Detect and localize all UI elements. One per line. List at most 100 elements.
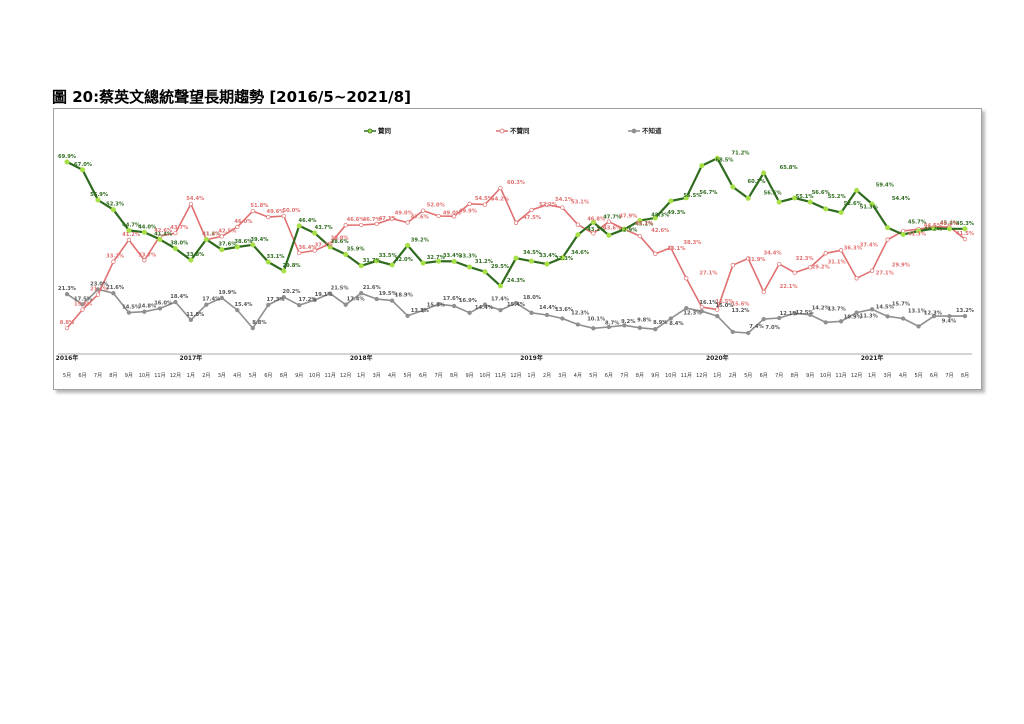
data-label-approve: 55.1% <box>796 194 815 200</box>
data-label-unknown: 21.6% <box>363 285 382 291</box>
x-tick-label: 8月 <box>791 373 799 379</box>
data-label-disapprove: 33.7% <box>138 252 157 258</box>
data-label-approve: 39.2% <box>411 237 430 243</box>
point-unknown <box>854 310 859 315</box>
data-label-unknown: 8.7% <box>605 320 620 326</box>
data-label-approve: 43.1% <box>587 227 606 233</box>
data-label-approve: 52.3% <box>106 202 125 208</box>
point-approve <box>296 223 302 229</box>
point-approve <box>838 209 844 216</box>
year-label: 2018年 <box>350 354 373 362</box>
point-disapprove <box>575 222 581 227</box>
point-unknown <box>204 302 209 307</box>
point-approve <box>683 195 689 201</box>
point-unknown <box>792 311 797 316</box>
data-label-approve: 68.5% <box>716 158 735 164</box>
data-label-disapprove: 37.4% <box>860 242 879 248</box>
data-label-unknown: 17.3% <box>267 297 286 303</box>
data-label-unknown: 12.3% <box>683 311 702 317</box>
point-unknown <box>219 295 224 301</box>
point-unknown <box>482 302 488 307</box>
point-disapprove <box>80 307 85 312</box>
x-tick-label: 10月 <box>309 373 320 379</box>
data-label-approve: 41.4% <box>202 231 221 237</box>
data-label-unknown: 8.9% <box>653 320 668 326</box>
data-label-disapprove: 43.6% <box>603 225 622 231</box>
data-label-unknown: 9.8% <box>637 317 652 323</box>
data-label-disapprove: 27.1% <box>876 270 895 276</box>
data-label-approve: 33.8% <box>186 252 205 258</box>
data-label-approve: 32.7% <box>427 255 446 261</box>
data-label-disapprove: 49.9% <box>459 208 478 214</box>
data-label-disapprove: 49.6% <box>267 209 286 215</box>
data-label-unknown: 17.4% <box>347 297 366 303</box>
point-disapprove <box>606 219 612 224</box>
point-disapprove <box>111 259 116 264</box>
data-label-disapprove: 29.9% <box>892 263 911 269</box>
data-label-approve: 33.4% <box>443 253 462 259</box>
point-disapprove <box>235 224 240 230</box>
point-disapprove <box>808 265 813 270</box>
point-unknown <box>653 327 658 332</box>
x-tick-label: 11月 <box>495 373 506 379</box>
point-unknown <box>451 303 457 309</box>
legend-label-unknown: 不知道 <box>642 126 662 135</box>
x-tick-label: 6月 <box>605 373 613 379</box>
data-label-approve: 33.3% <box>459 253 478 259</box>
data-label-approve: 31.2% <box>475 259 494 265</box>
data-label-approve: 38.6% <box>331 239 350 245</box>
x-tick-label: 9月 <box>466 373 474 379</box>
point-disapprove <box>482 202 488 207</box>
x-tick-label: 11月 <box>681 373 692 379</box>
data-label-disapprove: 52.2% <box>539 202 558 208</box>
point-approve <box>219 247 225 253</box>
x-tick-label: 4月 <box>388 373 396 379</box>
point-unknown <box>916 324 921 329</box>
point-unknown <box>80 302 85 307</box>
point-unknown <box>374 296 379 302</box>
x-tick-label: 7月 <box>775 373 783 379</box>
point-unknown <box>746 330 751 336</box>
data-label-approve: 43.7% <box>315 225 334 231</box>
data-label-approve: 44.0% <box>138 224 157 230</box>
data-label-unknown: 14.2% <box>812 305 831 311</box>
point-approve <box>265 259 271 265</box>
data-label-disapprove: 47.5% <box>523 215 542 221</box>
data-label-disapprove: 41.3% <box>202 232 221 238</box>
data-label-approve: 45.3% <box>956 221 975 227</box>
data-label-disapprove: 45.2% <box>940 221 959 227</box>
point-approve <box>544 261 550 267</box>
point-unknown <box>173 299 178 305</box>
data-label-approve: 59.4% <box>876 182 895 188</box>
x-tick-label: 10月 <box>820 373 831 379</box>
point-approve <box>327 244 333 250</box>
data-label-unknown: 17.2% <box>299 297 318 303</box>
point-approve <box>714 155 720 161</box>
point-unknown <box>777 315 782 321</box>
point-disapprove <box>467 201 472 206</box>
point-approve <box>497 283 504 289</box>
data-label-unknown: 10.1% <box>587 317 606 323</box>
data-label-unknown: 21.5% <box>331 286 350 292</box>
point-disapprove <box>684 276 689 281</box>
data-label-unknown: 12.3% <box>571 311 590 317</box>
point-approve <box>234 244 240 250</box>
x-tick-label: 12月 <box>851 373 862 379</box>
data-label-unknown: 11.3% <box>860 313 879 319</box>
point-unknown <box>838 319 844 324</box>
data-label-approve: 32.3% <box>555 256 574 262</box>
point-unknown <box>699 309 704 314</box>
point-approve <box>900 231 906 238</box>
point-unknown <box>188 317 194 323</box>
data-label-approve: 39.4% <box>250 237 269 243</box>
data-label-unknown: 19.1% <box>315 292 334 298</box>
point-disapprove <box>95 292 101 297</box>
data-label-unknown: 13.2% <box>732 308 751 314</box>
x-tick-label: 7月 <box>435 373 443 379</box>
point-disapprove <box>436 213 441 219</box>
data-label-unknown: 9.4% <box>942 318 957 324</box>
data-label-unknown: 21.3% <box>58 286 77 292</box>
x-tick-label: 4月 <box>574 373 582 379</box>
point-disapprove <box>126 237 132 243</box>
